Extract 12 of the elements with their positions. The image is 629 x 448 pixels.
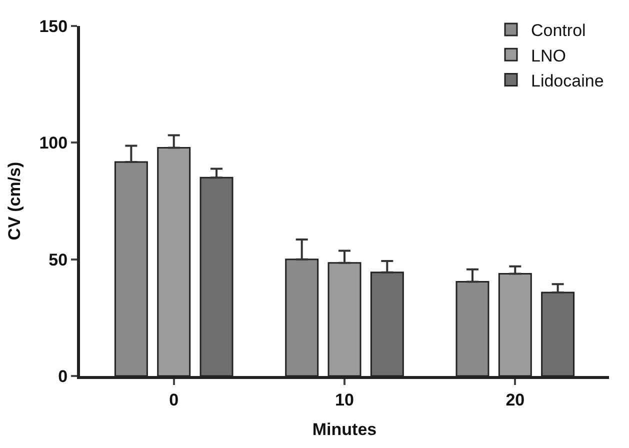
x-axis-title: Minutes: [312, 420, 377, 439]
legend-label: Lidocaine: [531, 71, 604, 90]
x-tick-label: 0: [169, 390, 179, 410]
y-tick-label: 100: [39, 134, 68, 153]
y-tick-label: 150: [39, 16, 68, 36]
x-tick-label: 10: [335, 390, 354, 410]
legend-label: Control: [531, 21, 586, 40]
y-axis-title: CV (cm/s): [4, 162, 24, 240]
legend-label: LNO: [531, 46, 566, 66]
x-tick-label: 20: [506, 390, 525, 410]
y-tick-label: 50: [48, 250, 68, 270]
y-tick-label: 0: [58, 366, 68, 386]
